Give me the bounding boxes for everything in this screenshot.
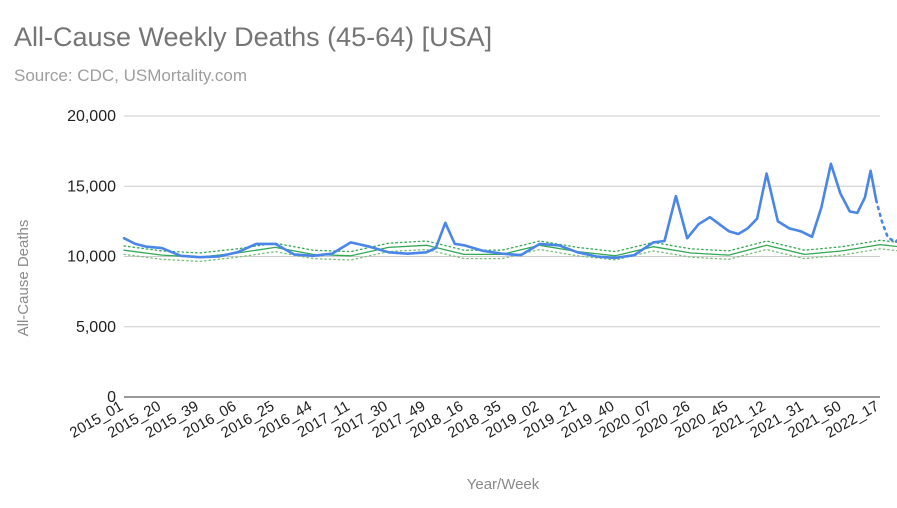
y-tick-label: 0 <box>107 389 116 406</box>
series-line <box>874 199 897 244</box>
y-tick-label: 15,000 <box>67 178 116 195</box>
chart-subtitle: Source: CDC, USMortality.com <box>14 66 248 85</box>
y-axis-title: All-Cause Deaths <box>15 220 32 337</box>
x-axis-title: Year/Week <box>467 476 540 493</box>
y-tick-label: 5,000 <box>76 319 116 336</box>
series-lines <box>122 162 897 263</box>
series-line <box>122 162 878 260</box>
y-tick-label: 10,000 <box>67 249 116 266</box>
gridlines <box>124 115 880 398</box>
series-line <box>123 243 897 258</box>
chart-title: All-Cause Weekly Deaths (45-64) [USA] <box>14 22 493 52</box>
x-tick-labels: 2015_012015_202015_392016_062016_252016_… <box>67 398 882 442</box>
y-tick-labels: 0 5,000 10,000 15,000 20,000 <box>67 108 116 406</box>
y-tick-label: 20,000 <box>67 108 116 125</box>
series-line <box>123 239 897 254</box>
